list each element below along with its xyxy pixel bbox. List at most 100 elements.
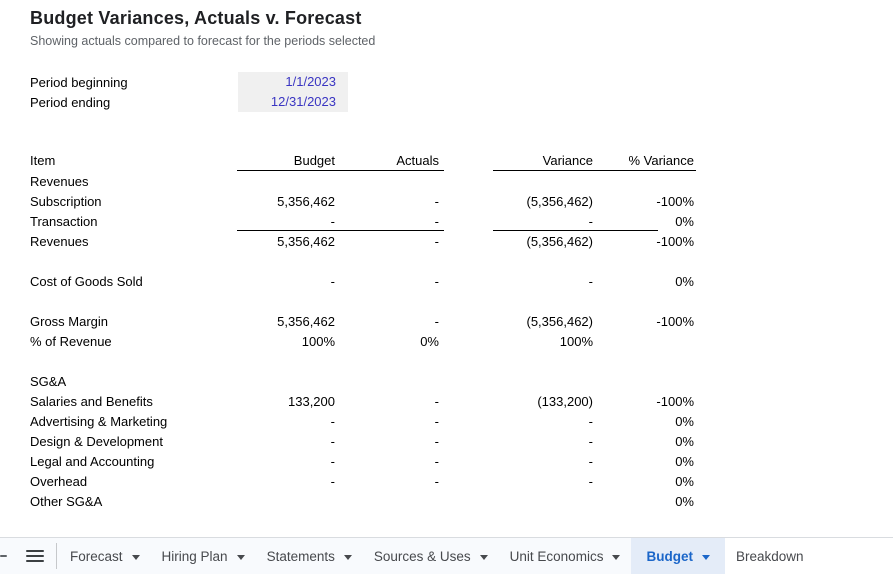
cell-budget[interactable]: 5,356,462 [277,313,335,329]
cell-actuals[interactable]: - [434,433,439,449]
cell-budget[interactable]: 133,200 [288,393,335,409]
section-label[interactable]: SG&A [30,373,67,389]
cell-actuals[interactable]: - [434,213,439,229]
tab-menu-arrow-icon[interactable] [236,554,245,560]
cell-variance[interactable]: - [588,213,593,229]
sheet-tab-label: Sources & Uses [373,548,471,564]
cell-item[interactable]: Cost of Goods Sold [30,273,143,289]
cell-pct-variance[interactable]: -100% [656,313,694,329]
tab-menu-arrow-icon[interactable] [701,554,710,560]
cell-actuals[interactable]: - [434,413,439,429]
cell-variance[interactable]: (5,356,462) [526,313,594,329]
tab-menu-arrow-icon[interactable] [479,554,488,560]
tab-menu-arrow-icon[interactable] [131,554,140,560]
cell-variance[interactable]: - [588,433,593,449]
sheet-tab-unit-economics[interactable]: Unit Economics [499,538,632,574]
cell-variance[interactable]: 100% [559,333,593,349]
cell-pct-variance[interactable]: 0% [675,433,694,449]
column-header-budget[interactable]: Budget [293,152,335,168]
cell-pct-variance[interactable]: 0% [675,453,694,469]
period-ending-value[interactable]: 12/31/2023 [238,92,348,112]
sheet-tab-label: Budget [646,548,693,564]
cell-variance[interactable]: - [588,413,593,429]
cell-item[interactable]: % of Revenue [30,333,112,349]
table-spacer-row [30,251,893,271]
add-sheet-icon[interactable] [0,555,7,557]
column-header-actuals[interactable]: Actuals [396,152,439,168]
cell-item[interactable]: Legal and Accounting [30,453,155,469]
cell-item[interactable]: Other SG&A [30,493,103,509]
cell-pct-variance[interactable]: 0% [675,473,694,489]
cell-variance[interactable]: - [588,473,593,489]
table-rule [493,230,658,231]
cell-pct-variance[interactable]: 0% [675,273,694,289]
table-spacer-row [30,291,893,311]
cell-actuals[interactable]: - [434,193,439,209]
sheet-tab-label: Hiring Plan [161,548,228,564]
hamburger-bar [26,550,44,552]
cell-variance[interactable]: (5,356,462) [526,233,594,249]
cell-budget[interactable]: - [330,433,335,449]
tab-menu-arrow-icon[interactable] [343,554,352,560]
cell-pct-variance[interactable]: -100% [656,193,694,209]
cell-actuals[interactable]: - [434,233,439,249]
cell-budget[interactable]: 100% [301,333,335,349]
cell-actuals[interactable]: - [434,313,439,329]
table-rule [493,170,696,171]
cell-actuals[interactable]: - [434,453,439,469]
table-row: Subscription 5,356,462 - (5,356,462) -100% [30,191,893,211]
sheet-tab-sources-uses[interactable]: Sources & Uses [363,538,499,574]
sheet-tab-hiring-plan[interactable]: Hiring Plan [151,538,256,574]
cell-item[interactable]: Subscription [30,193,102,209]
cell-variance[interactable]: (5,356,462) [526,193,594,209]
table-row: Revenues 5,356,462 - (5,356,462) -100% [30,231,893,251]
table-row: SG&A [30,371,893,391]
section-label[interactable]: Revenues [30,173,89,189]
cell-item[interactable]: Gross Margin [30,313,109,329]
cell-pct-variance[interactable]: 0% [675,493,694,509]
cell-item[interactable]: Revenues [30,233,89,249]
cell-budget[interactable]: - [330,413,335,429]
cell-pct-variance[interactable]: 0% [675,213,694,229]
sheet-tab-label: Statements [266,548,335,564]
sheet-tab-statements[interactable]: Statements [256,538,363,574]
hamburger-bar [26,560,44,562]
cell-item[interactable]: Design & Development [30,433,163,449]
sheet-tab-forecast[interactable]: Forecast [59,538,151,574]
cell-actuals[interactable]: - [434,393,439,409]
period-ending-row: Period ending 12/31/2023 [30,92,893,112]
table-row: Revenues [30,171,893,191]
hamburger-bar [26,555,44,557]
cell-budget[interactable]: - [330,213,335,229]
table-rule [237,170,444,171]
table-row: Cost of Goods Sold - - - 0% [30,271,893,291]
table-row: % of Revenue 100% 0% 100% [30,331,893,351]
tab-menu-arrow-icon[interactable] [612,554,621,560]
sheet-tab-budget[interactable]: Budget [631,538,725,574]
cell-variance[interactable]: - [588,273,593,289]
cell-actuals[interactable]: - [434,273,439,289]
column-header-pct-variance[interactable]: % Variance [628,152,694,168]
cell-budget[interactable]: - [330,273,335,289]
cell-budget[interactable]: - [330,473,335,489]
column-header-item[interactable]: Item [30,152,56,168]
cell-item[interactable]: Overhead [30,473,88,489]
cell-variance[interactable]: - [588,453,593,469]
cell-item[interactable]: Transaction [30,213,98,229]
cell-item[interactable]: Advertising & Marketing [30,413,168,429]
cell-budget[interactable]: 5,356,462 [277,193,335,209]
table-row: Salaries and Benefits 133,200 - (133,200) -1… [30,391,893,411]
cell-pct-variance[interactable]: -100% [656,393,694,409]
cell-actuals[interactable]: 0% [420,333,439,349]
sheet-tab-breakdown[interactable]: Breakdown [724,538,893,574]
column-header-variance[interactable]: Variance [542,152,593,168]
cell-item[interactable]: Salaries and Benefits [30,393,153,409]
cell-pct-variance[interactable]: -100% [656,233,694,249]
period-beginning-value[interactable]: 1/1/2023 [238,72,348,92]
all-sheets-icon[interactable] [26,550,44,562]
cell-pct-variance[interactable]: 0% [675,413,694,429]
cell-budget[interactable]: 5,356,462 [277,233,335,249]
cell-variance[interactable]: (133,200) [537,393,593,409]
cell-budget[interactable]: - [330,453,335,469]
cell-actuals[interactable]: - [434,473,439,489]
